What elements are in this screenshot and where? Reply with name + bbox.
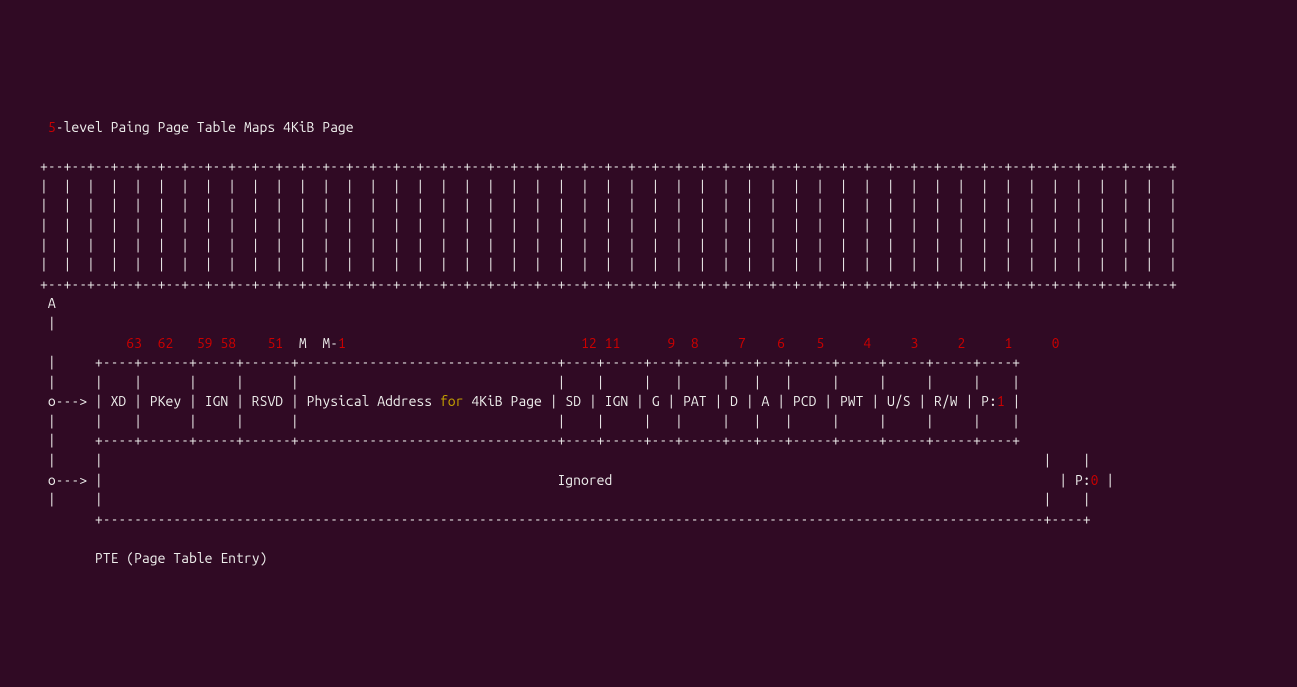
terminal-root: { "colors": { "background": "#300a24", "… — [0, 0, 1297, 687]
ascii-diagram: 5-level Paing Page Table Maps 4KiB Page … — [40, 98, 1257, 568]
